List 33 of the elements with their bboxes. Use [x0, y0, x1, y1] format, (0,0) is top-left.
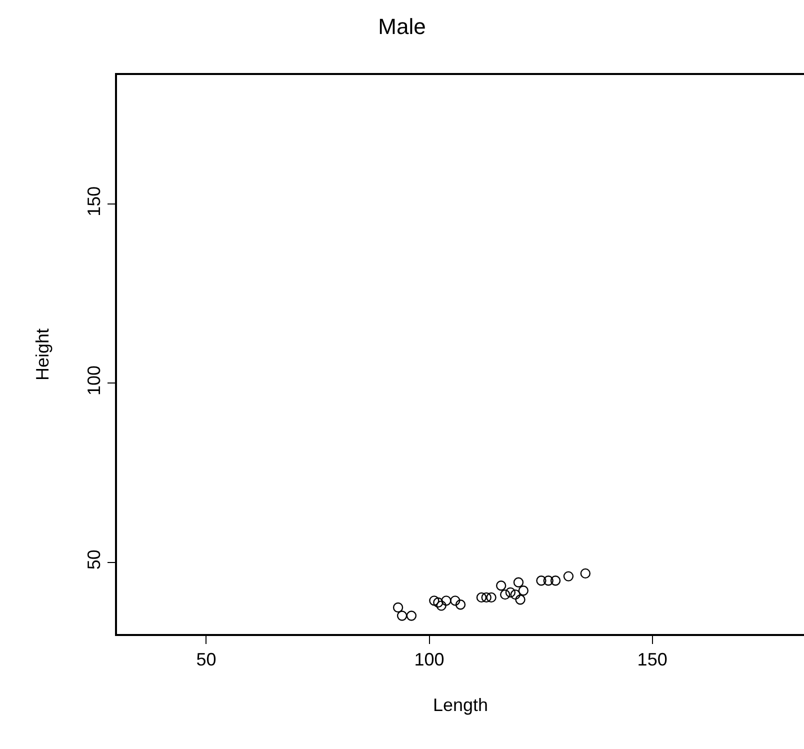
point: [510, 589, 520, 600]
x-tick-label: 150: [637, 649, 668, 670]
point: [580, 568, 591, 579]
point: [476, 592, 487, 603]
y-tick-label: 50: [84, 550, 104, 570]
y-axis-title: Height: [32, 328, 53, 381]
chart-title: Male: [378, 14, 426, 40]
y-tick-label: 150: [84, 186, 104, 216]
point: [543, 576, 554, 586]
x-tick-label: 50: [196, 649, 216, 670]
point: [406, 610, 417, 621]
point: [396, 610, 408, 621]
point: [486, 592, 496, 603]
point: [481, 592, 492, 603]
point: [455, 600, 466, 610]
point: [536, 576, 546, 586]
point: [450, 596, 460, 606]
point: [563, 571, 574, 582]
x-tick-label: 100: [414, 649, 444, 670]
point: [441, 596, 452, 606]
point: [392, 602, 404, 613]
x-axis-title: Length: [432, 694, 488, 715]
point: [496, 580, 506, 591]
point: [513, 577, 524, 588]
point: [505, 587, 516, 598]
point: [515, 594, 526, 605]
point: [429, 596, 440, 606]
point: [436, 600, 446, 611]
point: [550, 576, 561, 586]
point: [518, 586, 528, 596]
y-tick-label: 100: [84, 365, 104, 396]
point: [433, 597, 444, 608]
point: [500, 589, 510, 600]
